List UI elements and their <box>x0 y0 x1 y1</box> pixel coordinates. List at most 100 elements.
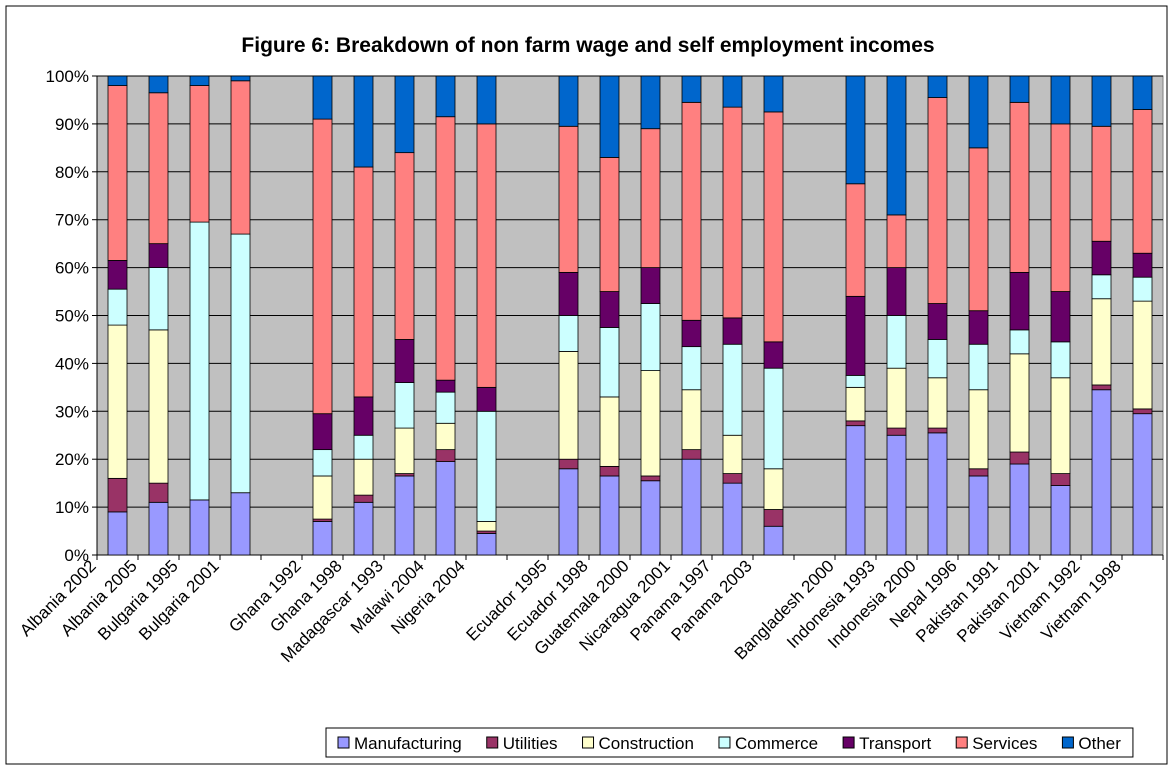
bar-segment <box>1132 408 1153 415</box>
bar-segment <box>558 125 579 273</box>
bar-segment <box>558 315 579 352</box>
bar-segment <box>1132 75 1153 110</box>
bar-segment <box>394 382 415 429</box>
bar-segment <box>476 521 497 532</box>
chart-title: Figure 6: Breakdown of non farm wage and… <box>241 34 934 57</box>
bar-segment <box>1132 276 1153 302</box>
bar-segment <box>353 501 374 556</box>
bar-segment <box>927 432 948 556</box>
bar-segment <box>968 310 989 345</box>
y-tick-label: 70% <box>55 211 89 230</box>
bar-segment <box>763 367 784 470</box>
bar-segment <box>640 75 661 130</box>
legend-swatch <box>718 736 731 749</box>
bar-segment <box>681 449 702 460</box>
bar-segment <box>722 434 743 474</box>
bar-segment <box>353 434 374 460</box>
bar-segment <box>1050 123 1071 292</box>
y-tick-label: 100% <box>46 67 89 86</box>
bar-segment <box>435 391 456 424</box>
bar-segment <box>722 75 743 108</box>
bar-segment <box>1132 413 1153 556</box>
bar-segment <box>312 118 333 415</box>
bar-segment <box>640 128 661 269</box>
y-tick-label: 20% <box>55 450 89 469</box>
bar-segment <box>681 458 702 556</box>
bar-segment <box>189 75 210 86</box>
bar-segment <box>312 475 333 520</box>
bar-segment <box>353 458 374 496</box>
bar-segment <box>886 367 907 429</box>
bar-segment <box>763 468 784 510</box>
legend-label: Construction <box>599 734 694 753</box>
bar-segment <box>394 152 415 340</box>
bar-segment <box>1050 473 1071 486</box>
bar-segment <box>681 389 702 451</box>
bar-segment <box>845 183 866 297</box>
legend-label: Services <box>972 734 1037 753</box>
bar-segment <box>681 319 702 348</box>
bar-segment <box>1050 341 1071 379</box>
legend-swatch <box>486 736 499 749</box>
bar-segment <box>476 410 497 522</box>
bar-segment <box>435 449 456 462</box>
bar-segment <box>845 420 866 427</box>
bar-segment <box>1132 300 1153 410</box>
bar-segment <box>435 75 456 118</box>
legend-label: Commerce <box>735 734 818 753</box>
bar-segment <box>230 233 251 494</box>
bar-segment <box>927 427 948 434</box>
bar-segment <box>681 346 702 391</box>
y-tick-label: 90% <box>55 115 89 134</box>
bar-segment <box>148 329 169 484</box>
bar-segment <box>722 106 743 319</box>
bar-segment <box>230 492 251 556</box>
bar-segment <box>1009 329 1030 355</box>
bar-segment <box>968 389 989 470</box>
bar-segment <box>845 295 866 376</box>
y-tick-label: 10% <box>55 498 89 517</box>
legend-label: Manufacturing <box>354 734 462 753</box>
bar-segment <box>148 501 169 556</box>
bar-segment <box>681 75 702 103</box>
bar-segment <box>189 499 210 556</box>
bar-segment <box>435 461 456 556</box>
bar-segment <box>230 80 251 235</box>
bar-segment <box>148 75 169 94</box>
bar-segment <box>107 288 128 326</box>
bar-segment <box>640 303 661 371</box>
bar-segment <box>435 422 456 451</box>
bar-segment <box>886 75 907 216</box>
bar-segment <box>476 123 497 388</box>
bar-segment <box>230 75 251 82</box>
bar-segment <box>1091 240 1112 276</box>
bar-segment <box>886 315 907 369</box>
legend-label: Utilities <box>503 734 558 753</box>
bar-segment <box>968 147 989 312</box>
bar-segment <box>640 370 661 477</box>
bar-segment <box>845 425 866 556</box>
bar-segment <box>1050 485 1071 556</box>
bar-segment <box>1091 125 1112 242</box>
bar-segment <box>1050 75 1071 125</box>
bar-segment <box>599 75 620 158</box>
bar-segment <box>927 75 948 98</box>
bar-segment <box>394 475 415 556</box>
bar-segment <box>558 458 579 470</box>
bar-segment <box>435 116 456 381</box>
bar-segment <box>394 339 415 383</box>
y-tick-label: 0% <box>64 546 89 565</box>
bar-segment <box>845 386 866 422</box>
bar-segment <box>599 157 620 292</box>
bar-segment <box>1009 271 1030 331</box>
legend-swatch <box>842 736 855 749</box>
bar-segment <box>1009 451 1030 465</box>
bar-segment <box>927 97 948 304</box>
bar-segment <box>394 75 415 154</box>
bar-segment <box>558 468 579 556</box>
bar-segment <box>1091 298 1112 386</box>
bar-segment <box>312 521 333 556</box>
y-tick-label: 80% <box>55 163 89 182</box>
bar-segment <box>886 434 907 556</box>
bar-segment <box>845 75 866 185</box>
